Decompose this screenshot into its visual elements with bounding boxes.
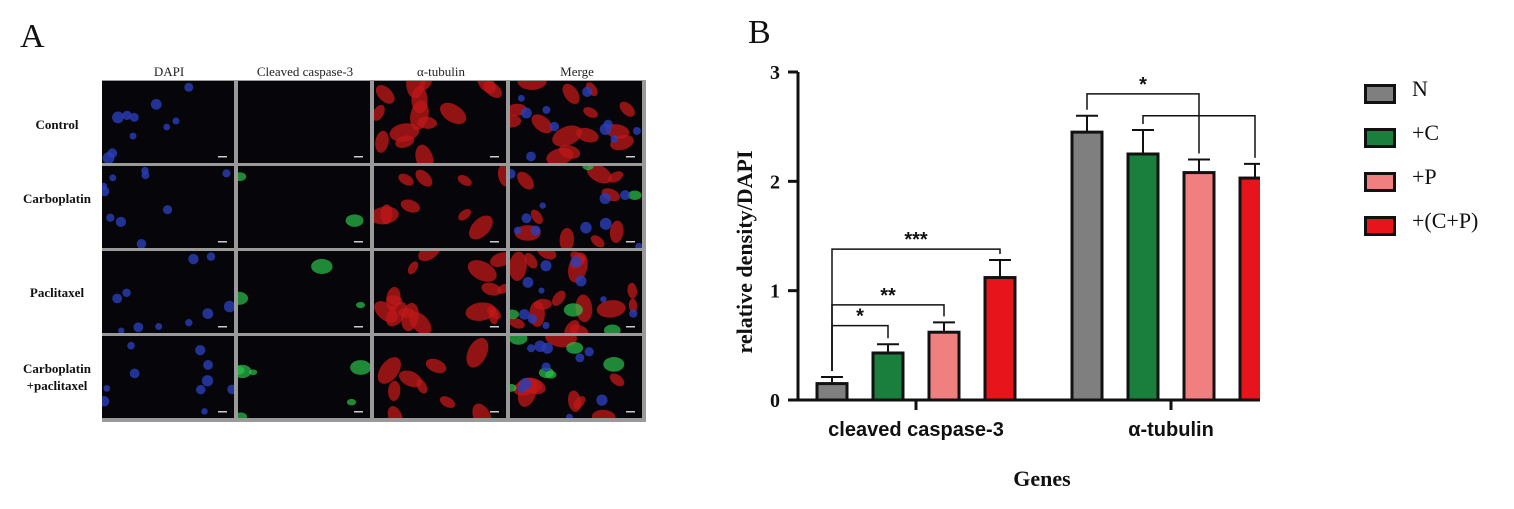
- row-label-line: +paclitaxel: [26, 378, 88, 393]
- legend-swatch: [1364, 172, 1396, 192]
- bar: [1070, 130, 1104, 402]
- legend-label: +C: [1412, 120, 1440, 145]
- column-header-dapi: DAPI: [153, 64, 185, 79]
- legend-swatch: [1364, 84, 1396, 104]
- bar: [1238, 176, 1260, 402]
- x-axis-label: Genes: [1013, 466, 1071, 491]
- legend-label: N: [1412, 76, 1428, 101]
- column-header-merge: Merge: [560, 64, 594, 79]
- legend-swatch: [1364, 216, 1396, 236]
- micrograph-cell: [374, 251, 506, 333]
- legend-item-c: +C: [1364, 120, 1514, 152]
- micrograph-cell: [102, 251, 234, 333]
- legend-swatch: [1364, 128, 1396, 148]
- row-label-combination: Carboplatin +paclitaxel: [0, 360, 116, 394]
- legend-item-n: N: [1364, 76, 1514, 108]
- column-header-tubulin: α-tubulin: [417, 64, 465, 79]
- row-label-line: Control: [35, 117, 79, 132]
- micrograph-cell: [510, 251, 642, 333]
- row-label-paclitaxel: Paclitaxel: [0, 284, 116, 301]
- micrograph-cell: [510, 336, 642, 418]
- micrograph-cell: [238, 336, 370, 418]
- significance-bracket: [1142, 114, 1256, 158]
- legend-item-cp: +(C+P): [1364, 208, 1514, 240]
- micrograph-cell: [374, 336, 506, 418]
- x-tick-label: α-tubulin: [1128, 419, 1214, 441]
- row-label-line: Carboplatin: [23, 361, 91, 376]
- micrograph-cell: [238, 166, 370, 248]
- micrograph-cell: [510, 81, 642, 163]
- panel-b-letter: B: [748, 14, 771, 51]
- row-label-control: Control: [0, 116, 116, 133]
- y-tick-label: 0: [770, 390, 780, 412]
- column-header-caspase: Cleaved caspase-3: [256, 64, 354, 79]
- y-axis-label: relative density/DAPI: [732, 150, 757, 353]
- bar: [927, 330, 961, 402]
- micrograph-cell: [102, 166, 234, 248]
- legend-item-p: +P: [1364, 164, 1514, 196]
- panel-a-letter: A: [20, 18, 45, 55]
- micrograph-cell: [374, 166, 506, 248]
- bar: [983, 276, 1017, 402]
- significance-label: ***: [904, 229, 928, 251]
- significance-label: *: [856, 306, 864, 328]
- micrograph-cell: [102, 81, 234, 163]
- bar-chart: relative density/DAPI Genes 0 1 2 3 cleaved …: [732, 62, 1260, 491]
- microscopy-panel: DAPI Cleaved caspase-3 α-tubulin Merge C…: [23, 58, 646, 422]
- bar: [815, 382, 849, 402]
- micrograph-cell: [510, 166, 642, 248]
- significance-label: **: [880, 285, 896, 307]
- micrograph-cell: [238, 251, 370, 333]
- y-tick-label: 3: [770, 62, 780, 84]
- row-label-carboplatin: Carboplatin: [0, 190, 116, 207]
- significance-bracket: [831, 248, 1001, 372]
- bar: [1182, 171, 1216, 402]
- significance-bracket: [1086, 93, 1200, 154]
- significance-label: *: [1139, 74, 1147, 96]
- micrograph-cell: [102, 336, 234, 418]
- x-tick-label: cleaved caspase-3: [828, 419, 1004, 441]
- row-label-line: Carboplatin: [23, 191, 91, 206]
- y-tick-label: 1: [770, 281, 780, 303]
- y-tick-label: 2: [770, 171, 780, 193]
- bar: [871, 351, 905, 402]
- legend-label: +P: [1412, 164, 1437, 189]
- image-grid: [102, 80, 646, 422]
- legend-label: +(C+P): [1412, 208, 1479, 233]
- micrograph-cell: [238, 81, 370, 163]
- row-label-line: Paclitaxel: [29, 285, 85, 300]
- bar: [1126, 152, 1160, 402]
- micrograph-cell: [374, 81, 506, 163]
